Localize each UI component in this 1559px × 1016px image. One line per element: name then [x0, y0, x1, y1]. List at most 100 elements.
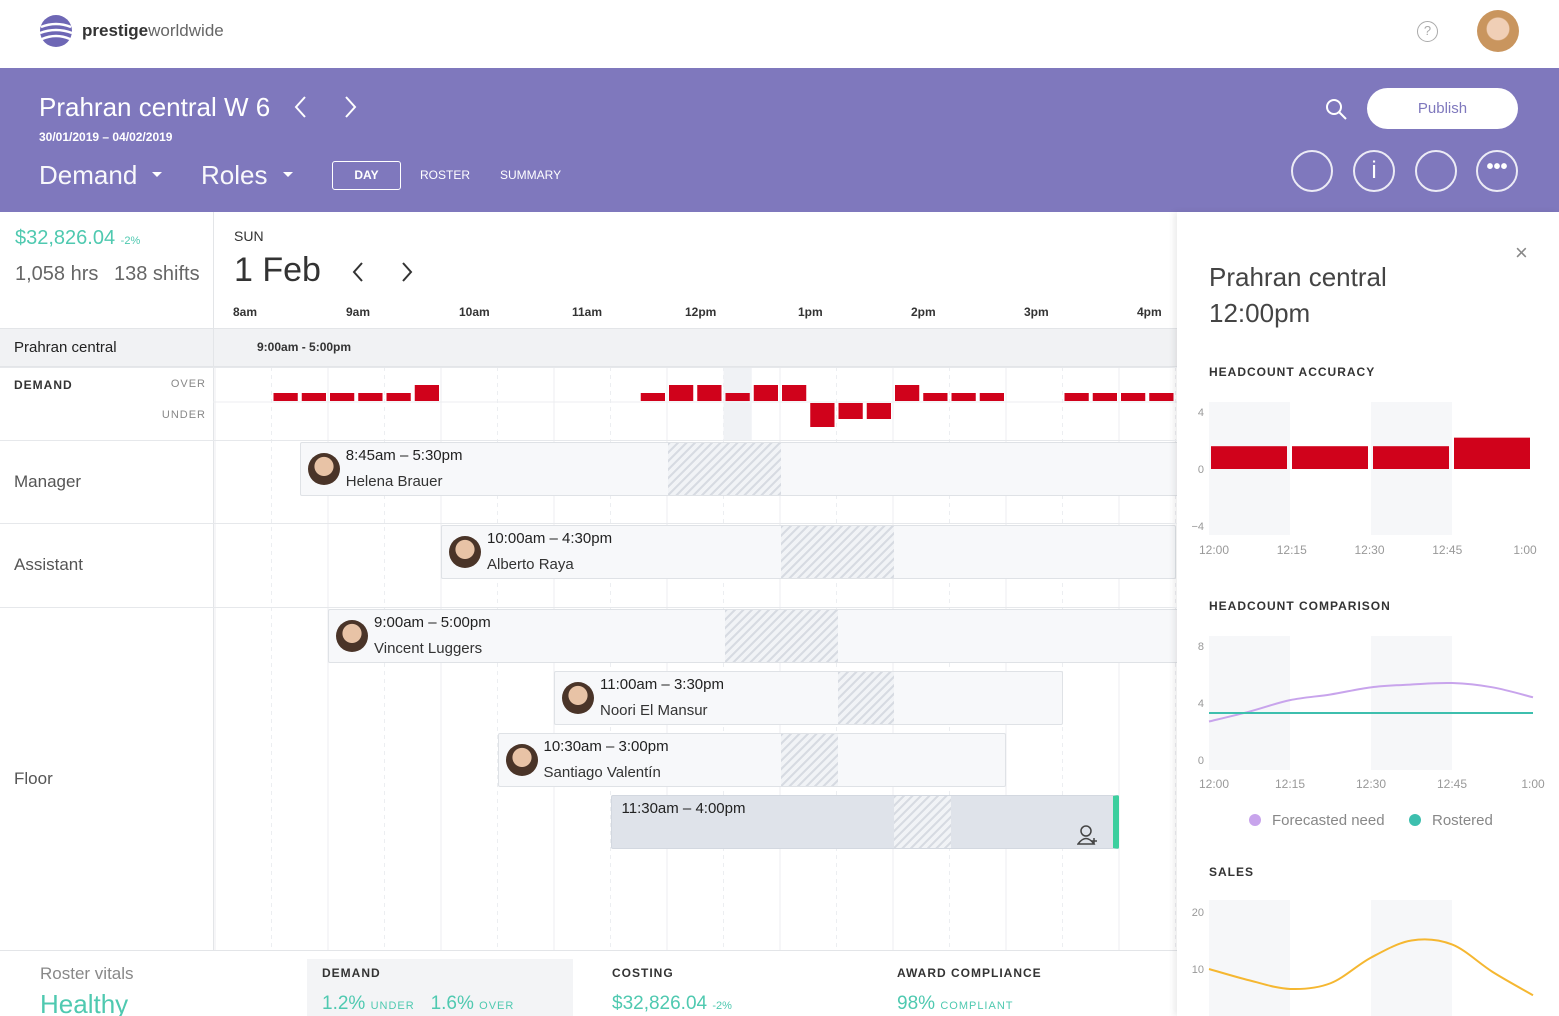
costing-change: -2% — [712, 1000, 732, 1012]
vitals-status: Healthy — [40, 989, 129, 1016]
demand-bar — [386, 393, 411, 401]
user-avatar[interactable] — [1477, 10, 1519, 52]
shift-time: 11:00am – 3:30pm — [600, 676, 724, 693]
roster-title: Prahran central W 6 — [39, 92, 271, 122]
panel-time: 12:00pm — [1209, 298, 1311, 328]
shift-time: 10:00am – 4:30pm — [487, 530, 613, 547]
hour-label: 12pm — [685, 305, 716, 319]
shift: 11:00am – 3:30pm Noori El Mansur — [554, 671, 1063, 725]
y-tick-label: 10 — [1192, 964, 1204, 976]
compliance-title: AWARD COMPLIANCE — [897, 966, 1042, 980]
day-date: 1 Feb — [234, 251, 321, 289]
costing-title: COSTING — [612, 966, 674, 980]
demand-bar — [273, 393, 298, 401]
demand-label: DEMAND — [14, 378, 73, 392]
cost-change: -2% — [120, 235, 141, 247]
x-tick-label: 12:45 — [1432, 543, 1462, 557]
demand-bar — [669, 385, 694, 401]
info-button[interactable]: i — [1353, 150, 1395, 192]
y-tick-label: 20 — [1192, 907, 1204, 919]
bar — [1211, 446, 1287, 469]
demand-bar — [358, 393, 383, 401]
demand-bar — [1149, 393, 1174, 401]
demand-bar — [979, 393, 1004, 401]
column-divider — [213, 212, 214, 950]
chart-title: SALES — [1209, 865, 1254, 879]
search-button[interactable] — [1324, 97, 1348, 121]
tab-roster[interactable]: ROSTER — [420, 168, 471, 182]
break — [837, 672, 894, 724]
costing-value: $32,826.04 — [612, 993, 708, 1014]
brand: prestigeworldwide — [82, 21, 224, 41]
chart-band — [1371, 900, 1452, 1016]
x-tick-label: 12:45 — [1437, 777, 1467, 791]
role-label: Assistant — [14, 555, 83, 574]
current-time-highlight — [723, 367, 752, 440]
footer: Roster vitals Healthy DEMAND 1.2% UNDER … — [0, 950, 1177, 1016]
demand-bar — [923, 393, 948, 401]
demand-box — [307, 959, 573, 1016]
demand-bar — [1092, 393, 1117, 401]
publish-button[interactable]: Publish — [1367, 88, 1518, 129]
tab-summary[interactable]: SUMMARY — [500, 168, 562, 182]
demand-title: DEMAND — [322, 966, 381, 980]
menu-demand[interactable]: Demand — [39, 160, 138, 190]
employee-avatar — [562, 682, 594, 714]
hour-label: 2pm — [911, 305, 936, 319]
compliance-stats: 98% COMPLIANT — [897, 993, 1014, 1015]
hour-label: 9am — [346, 305, 370, 319]
row-border — [0, 523, 1177, 524]
shift-time: 10:30am – 3:00pm — [543, 738, 669, 755]
y-tick-label: −4 — [1191, 521, 1204, 533]
grid-button[interactable] — [1291, 150, 1333, 192]
dropdown-carets — [152, 172, 293, 177]
row-border — [0, 440, 1177, 441]
date-range: 30/01/2019 – 04/02/2019 — [39, 130, 173, 144]
demand-bar — [640, 393, 665, 401]
day-nav[interactable] — [348, 260, 420, 284]
assign-button[interactable] — [1077, 824, 1099, 846]
tab-day[interactable]: DAY — [332, 161, 401, 190]
break — [894, 796, 951, 848]
header: Prahran central W 6 30/01/2019 – 04/02/2… — [0, 68, 1559, 212]
row-border — [0, 367, 1177, 368]
summary-cost: $32,826.04 -2% — [15, 227, 140, 250]
logo — [39, 15, 73, 47]
brand-suffix: worldwide — [148, 21, 224, 40]
filter-button[interactable] — [1415, 150, 1457, 192]
panel-title: Prahran central — [1209, 262, 1387, 292]
more-button[interactable]: ••• — [1476, 150, 1518, 192]
x-tick-label: 12:00 — [1199, 543, 1229, 557]
chart-band — [1371, 636, 1452, 770]
break — [781, 734, 838, 786]
under-label: UNDER — [161, 409, 206, 421]
compliance-text: COMPLIANT — [940, 1000, 1014, 1012]
week-nav[interactable] — [290, 94, 370, 120]
vitals-label: Roster vitals — [40, 964, 134, 983]
demand-bar — [866, 403, 891, 419]
x-tick-label: 12:15 — [1277, 543, 1307, 557]
line — [1208, 681, 1534, 723]
demand-bar — [330, 393, 355, 401]
employee-avatar — [505, 744, 538, 776]
hour-label: 8am — [233, 305, 257, 319]
compliance-value: 98% — [897, 993, 936, 1014]
demand-bar — [895, 385, 920, 401]
shift: 8:45am – 5:30pm Helena Brauer — [299, 442, 1177, 496]
menu-roles[interactable]: Roles — [201, 160, 268, 190]
costing-stats: $32,826.04 -2% — [612, 993, 732, 1015]
employee-name: Noori El Mansur — [600, 702, 708, 719]
x-tick-label: 12:15 — [1275, 777, 1305, 791]
help-button[interactable]: ? — [1417, 21, 1438, 42]
panel-charts: HEADCOUNT ACCURACY −4 0 4 12:00 12:15 12:30 12:… — [1191, 365, 1545, 1016]
employee-avatar — [449, 536, 481, 568]
row-border — [0, 607, 1177, 608]
timeline: 8am 9am 10am 11am 12pm 1pm 2pm 3pm 4pm 8:45am – … — [213, 212, 1177, 950]
x-tick-label: 12:00 — [1199, 777, 1229, 791]
break — [668, 443, 781, 495]
location-row — [0, 328, 1177, 367]
hour-label: 1pm — [798, 305, 823, 319]
hour-label: 10am — [459, 305, 490, 319]
close-button[interactable]: × — [1515, 240, 1528, 265]
employee-name: Vincent Luggers — [374, 640, 483, 657]
